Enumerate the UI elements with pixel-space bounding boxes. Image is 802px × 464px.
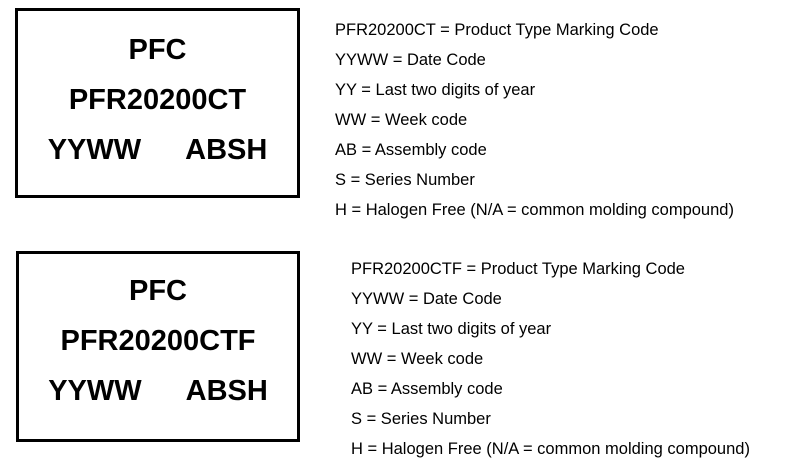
marking-line-2: PFR20200CT [68, 84, 247, 116]
legend-item: PFR20200CT = Product Type Marking Code [335, 21, 659, 39]
legend-item: H = Halogen Free (N/A = common molding c… [351, 440, 750, 458]
marking-line-3: YYWW ABSH [19, 374, 297, 408]
legend-item: YYWW = Date Code [335, 51, 486, 69]
legend-1: PFR20200CT = Product Type Marking Code Y… [335, 15, 734, 225]
assembly-code-mark: ABSH [185, 134, 268, 166]
legend-item: AB = Assembly code [335, 141, 487, 159]
date-code-mark: YYWW [47, 134, 142, 166]
date-code-mark: YYWW [48, 375, 142, 407]
marking-line-2: PFR20200CTF [60, 325, 256, 357]
legend-item: H = Halogen Free (N/A = common molding c… [335, 201, 734, 219]
legend-item: PFR20200CTF = Product Type Marking Code [351, 260, 685, 278]
marking-box-1: PFC PFR20200CT YYWW ABSH [15, 8, 300, 198]
marking-line-1: PFC [128, 34, 187, 66]
legend-item: WW = Week code [351, 350, 484, 368]
legend-item: S = Series Number [351, 410, 491, 428]
marking-box-2: PFC PFR20200CTF YYWW ABSH [16, 251, 300, 442]
legend-item: S = Series Number [335, 171, 475, 189]
legend-2: PFR20200CTF = Product Type Marking Code … [351, 254, 750, 464]
assembly-code-mark: ABSH [185, 375, 268, 407]
marking-line-1: PFC [129, 275, 187, 307]
legend-item: YY = Last two digits of year [335, 81, 536, 99]
legend-item: YYWW = Date Code [351, 290, 502, 308]
legend-item: YY = Last two digits of year [351, 320, 552, 338]
legend-item: WW = Week code [335, 111, 468, 129]
marking-line-3: YYWW ABSH [18, 133, 297, 167]
legend-item: AB = Assembly code [351, 380, 503, 398]
